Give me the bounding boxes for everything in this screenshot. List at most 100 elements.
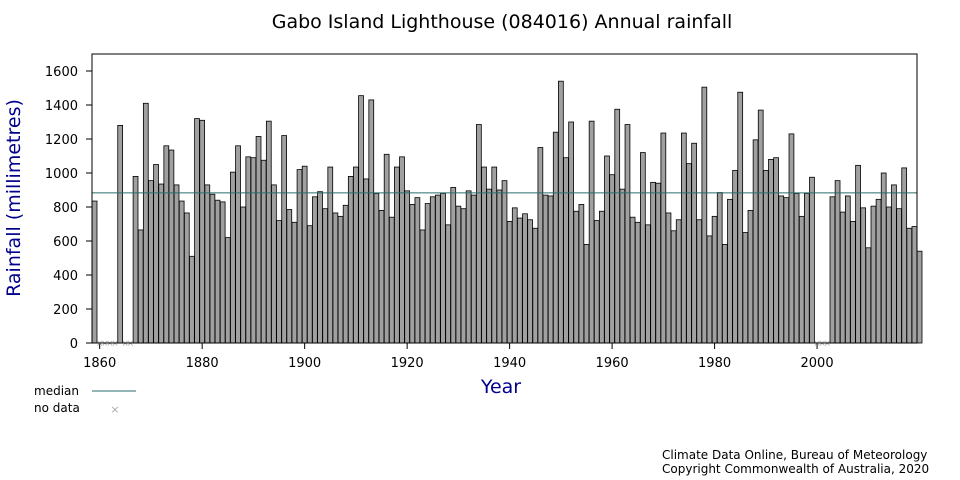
bar-1939 <box>501 180 508 344</box>
bar-1915 <box>378 209 385 344</box>
bar-1956 <box>588 120 595 344</box>
bar-1975 <box>686 163 692 344</box>
bar-1930 <box>455 205 462 344</box>
bar-2006 <box>844 195 851 344</box>
bar-1909 <box>347 175 354 344</box>
bar-1982 <box>722 243 728 344</box>
bar-1883 <box>214 199 221 344</box>
bar-1969 <box>655 182 662 344</box>
bar-1919 <box>399 156 405 344</box>
bar-1871 <box>153 164 159 344</box>
bar-1926 <box>435 194 441 344</box>
bar-1929 <box>450 187 457 344</box>
bar-1986 <box>742 232 749 344</box>
bar-1958 <box>599 210 605 344</box>
bar-1968 <box>650 181 656 344</box>
x-tick-label: 2000 <box>801 356 834 371</box>
bar-1895 <box>276 220 282 344</box>
bar-1957 <box>593 220 600 344</box>
x-tick-label: 1960 <box>596 356 629 371</box>
bar-1879 <box>194 118 200 344</box>
bar-1993 <box>778 195 785 344</box>
bar-1864 <box>117 125 124 344</box>
bar-1905 <box>327 166 334 344</box>
bar-1908 <box>342 204 349 344</box>
bar-1878 <box>189 255 195 344</box>
bar-1945 <box>532 227 539 344</box>
bar-1941 <box>511 207 518 344</box>
bar-1872 <box>158 183 165 344</box>
bar-1943 <box>522 213 528 344</box>
bar-1893 <box>265 120 272 344</box>
bar-1912 <box>363 178 369 344</box>
bar-1985 <box>737 91 744 344</box>
bar-1999 <box>809 176 815 344</box>
bar-1869 <box>142 102 149 344</box>
bar-1979 <box>706 235 713 344</box>
bar-1952 <box>568 121 574 344</box>
bar-1904 <box>322 208 328 344</box>
bar-1948 <box>547 195 554 344</box>
y-tick-label: 600 <box>53 235 78 250</box>
bar-1890 <box>250 157 257 344</box>
bar-1874 <box>168 149 175 344</box>
bar-1944 <box>527 219 533 344</box>
bar-1974 <box>681 132 687 344</box>
bar-1910 <box>353 166 359 344</box>
y-tick-label: 400 <box>53 269 78 284</box>
bar-2010 <box>865 247 872 344</box>
y-tick-label: 200 <box>53 303 78 318</box>
bar-1876 <box>178 200 185 344</box>
bar-1870 <box>148 180 154 344</box>
bar-1972 <box>670 230 677 344</box>
no-data-marker-1862: × <box>106 339 114 349</box>
bar-1984 <box>732 170 738 344</box>
bar-1873 <box>163 145 170 344</box>
bar-1920 <box>404 190 410 344</box>
bar-2020 <box>916 250 923 344</box>
bar-1888 <box>240 206 246 344</box>
bar-1978 <box>701 86 708 344</box>
bar-2012 <box>875 198 882 344</box>
no-data-marker-1866: × <box>127 339 135 349</box>
bar-1914 <box>373 192 380 344</box>
bar-1963 <box>624 124 631 344</box>
bar-1886 <box>230 171 236 344</box>
bar-2009 <box>860 207 867 344</box>
bar-2013 <box>880 172 887 344</box>
bar-1995 <box>788 133 795 344</box>
y-tick-label: 0 <box>70 337 78 352</box>
bar-1928 <box>445 224 451 344</box>
bar-1937 <box>491 166 498 344</box>
bar-1987 <box>747 209 754 344</box>
x-tick-label: 1880 <box>186 356 219 371</box>
legend-no-data-marker: × <box>110 403 119 416</box>
bar-1962 <box>619 188 626 344</box>
bar-1960 <box>609 174 615 344</box>
bar-1946 <box>537 147 544 344</box>
bar-1950 <box>558 80 564 344</box>
bar-1894 <box>271 184 277 344</box>
bar-1913 <box>368 99 375 344</box>
bar-1981 <box>716 192 723 344</box>
no-data-marker-1865: × <box>122 339 130 349</box>
bar-1907 <box>337 215 344 344</box>
no-data-marker-2002: × <box>824 339 832 349</box>
bar-1959 <box>604 155 610 344</box>
bar-1989 <box>757 109 764 344</box>
bar-1977 <box>696 219 703 344</box>
x-tick-label: 1940 <box>493 356 526 371</box>
y-tick-label: 800 <box>53 201 78 216</box>
bar-1911 <box>358 95 364 344</box>
y-tick-label: 1400 <box>45 99 78 114</box>
bar-2018 <box>906 227 913 344</box>
x-tick-label: 1900 <box>288 356 321 371</box>
bar-1923 <box>419 229 426 344</box>
bar-1932 <box>465 190 472 344</box>
bar-1970 <box>660 132 667 344</box>
bar-1992 <box>773 157 779 344</box>
bar-2004 <box>834 180 841 344</box>
no-data-marker-2000: × <box>813 339 821 349</box>
x-tick-label: 1980 <box>698 356 731 371</box>
bar-1967 <box>645 224 651 344</box>
